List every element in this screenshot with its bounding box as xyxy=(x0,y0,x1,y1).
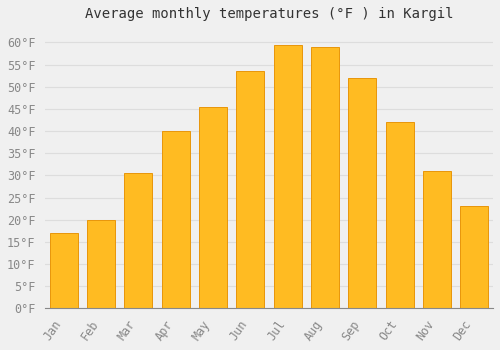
Bar xyxy=(460,206,488,308)
Bar xyxy=(274,44,302,308)
Bar xyxy=(50,233,78,308)
Bar xyxy=(386,122,413,308)
Bar xyxy=(199,107,227,308)
Bar xyxy=(423,171,451,308)
Bar xyxy=(236,71,264,308)
Bar xyxy=(311,47,339,308)
Bar xyxy=(162,131,190,308)
Bar xyxy=(87,220,115,308)
Title: Average monthly temperatures (°F ) in Kargil: Average monthly temperatures (°F ) in Ka… xyxy=(85,7,454,21)
Bar xyxy=(348,78,376,308)
Bar xyxy=(124,173,152,308)
